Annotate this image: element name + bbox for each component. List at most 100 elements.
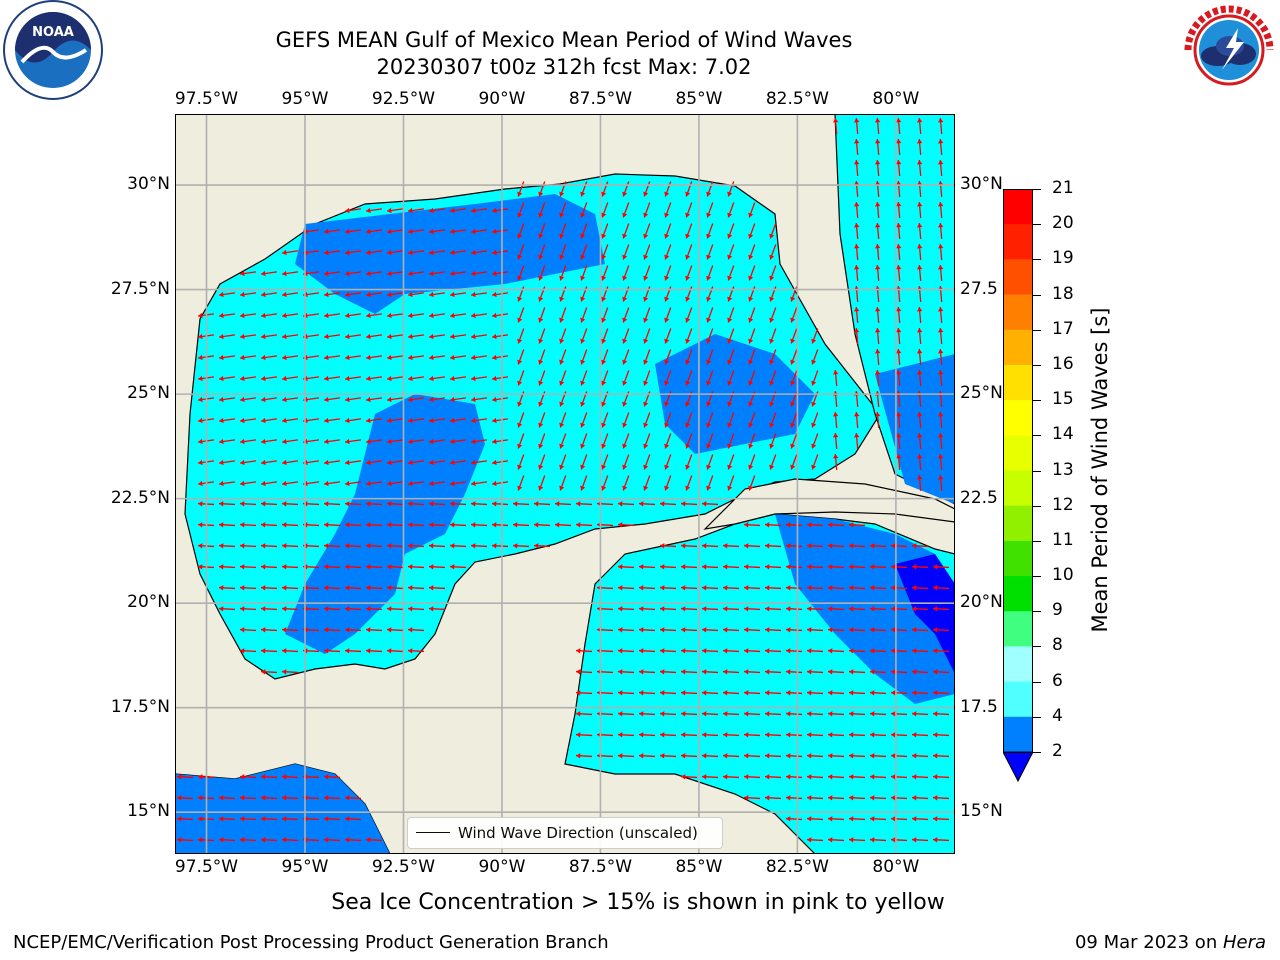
wind-wave-arrowhead (681, 711, 686, 717)
wind-wave-arrowhead (643, 401, 649, 407)
wind-wave-arrowhead (366, 417, 371, 424)
wind-wave-arrowhead (870, 627, 875, 633)
wind-wave-arrowhead (681, 501, 686, 507)
wind-wave-arrowhead (622, 380, 628, 386)
wind-wave-arrowhead (706, 296, 712, 302)
wind-wave-arrowhead (849, 627, 854, 633)
wind-wave-arrowhead (408, 312, 413, 319)
wind-wave-arrowhead (639, 711, 644, 717)
wind-wave-arrowhead (849, 753, 854, 759)
wind-wave-arrowhead (471, 270, 476, 277)
wind-wave-arrowhead (807, 606, 812, 612)
wind-wave-arrowhead (706, 422, 712, 428)
colorbar-tick-label: 15 (1052, 389, 1074, 410)
wind-wave-arrowhead (471, 291, 476, 298)
wind-wave-arrowhead (580, 212, 586, 218)
wind-wave-arrowhead (471, 249, 476, 256)
wind-wave-arrowhead (580, 338, 586, 344)
wind-wave-arrowhead (450, 333, 455, 340)
wind-wave-arrowhead (177, 774, 182, 780)
wind-wave-arrowhead (580, 254, 586, 260)
wind-wave-arrowhead (366, 333, 371, 340)
wind-wave-arrowhead (324, 333, 329, 340)
wind-wave-arrowhead (769, 233, 775, 239)
wind-wave-arrowhead (790, 317, 796, 323)
wind-wave-arrowhead (917, 139, 923, 144)
wind-wave-arrowhead (938, 349, 944, 354)
lon-tick-bottom: 82.5°W (765, 857, 829, 877)
wind-wave-arrowhead (685, 464, 691, 470)
colorbar-tick-label: 19 (1052, 248, 1074, 269)
wind-wave-arrowhead (345, 522, 350, 528)
colorbar-tick-mark (1033, 505, 1041, 507)
wind-wave-arrowhead (643, 359, 649, 365)
wind-wave-arrowhead (891, 753, 896, 759)
wind-wave-arrowhead (744, 690, 749, 696)
wind-wave-arrowhead (807, 585, 812, 591)
wind-wave-arrowhead (811, 422, 817, 428)
wind-wave-arrowhead (938, 202, 944, 207)
lon-tick-bottom: 80°W (872, 857, 920, 877)
wind-wave-arrowhead (706, 233, 712, 239)
wind-wave-arrowhead (387, 207, 392, 214)
wind-wave-arrowhead (282, 270, 287, 277)
wind-wave-arrowhead (198, 795, 203, 801)
wind-wave-arrowhead (622, 401, 628, 407)
wind-wave-arrowhead (660, 627, 665, 633)
wind-wave-arrowhead (938, 307, 944, 312)
wind-wave-arrowhead (538, 254, 544, 260)
wind-wave-arrowhead (917, 328, 923, 333)
wind-wave-arrowhead (261, 795, 266, 801)
wind-wave-arrowhead (538, 464, 544, 470)
wind-wave-arrowhead (786, 753, 791, 759)
wind-wave-arrowhead (811, 443, 817, 449)
wind-wave-arrowhead (345, 459, 350, 466)
wind-wave-arrowhead (282, 627, 287, 633)
colorbar-tick-mark (1033, 364, 1041, 366)
wind-wave-arrowhead (828, 669, 833, 675)
wind-wave-arrowhead (219, 417, 224, 424)
wind-wave-arrowhead (517, 233, 523, 239)
wind-wave-arrowhead (601, 233, 607, 239)
wind-wave-arrowhead (807, 543, 812, 549)
wind-wave-arrowhead (198, 816, 203, 822)
wind-wave-arrowhead (324, 501, 329, 507)
lon-tick-top: 95°W (281, 89, 329, 109)
wind-wave-arrowhead (324, 459, 329, 466)
wind-wave-arrowhead (643, 212, 649, 218)
colorbar-band (1003, 435, 1033, 471)
wind-wave-arrowhead (408, 522, 413, 528)
wind-wave-arrowhead (198, 354, 203, 361)
lon-tick-bottom: 87.5°W (568, 857, 633, 877)
wind-wave-arrowhead (261, 396, 266, 403)
map-gridlines (175, 114, 955, 854)
wind-wave-arrowhead (727, 338, 733, 344)
wind-wave-arrowhead (917, 265, 923, 270)
wind-wave-arrowhead (854, 328, 860, 333)
wind-wave-arrowhead (748, 275, 754, 281)
wind-wave-arrowhead (875, 265, 881, 270)
wind-wave-arrowhead (559, 191, 565, 197)
wind-wave-arrowhead (660, 690, 665, 696)
colorbar-band (1003, 329, 1033, 366)
wind-wave-arrowhead (660, 543, 665, 549)
wind-wave-arrowhead (601, 485, 607, 491)
wind-wave-arrowhead (282, 438, 287, 445)
wind-wave-arrowhead (408, 459, 413, 466)
wind-wave-arrowhead (917, 454, 923, 459)
lat-tick-right: 25°N (960, 383, 1003, 404)
wind-wave-arrowhead (917, 349, 923, 354)
wind-wave-arrowhead (765, 522, 770, 528)
wind-wave-arrowhead (748, 359, 754, 365)
wind-wave-arrowhead (912, 837, 917, 843)
lon-tick-bottom: 97.5°W (174, 857, 239, 877)
wind-wave-arrowhead (643, 422, 649, 428)
wind-wave-arrowhead (807, 690, 812, 696)
wind-wave-arrowhead (429, 396, 434, 403)
wind-wave-arrowhead (366, 837, 371, 843)
wind-wave-arrowhead (240, 375, 245, 382)
wind-wave-arrowhead (366, 480, 371, 487)
wind-wave-arrowhead (559, 338, 565, 344)
wind-wave-arrowhead (240, 564, 245, 570)
wind-wave-arrowhead (769, 401, 775, 407)
